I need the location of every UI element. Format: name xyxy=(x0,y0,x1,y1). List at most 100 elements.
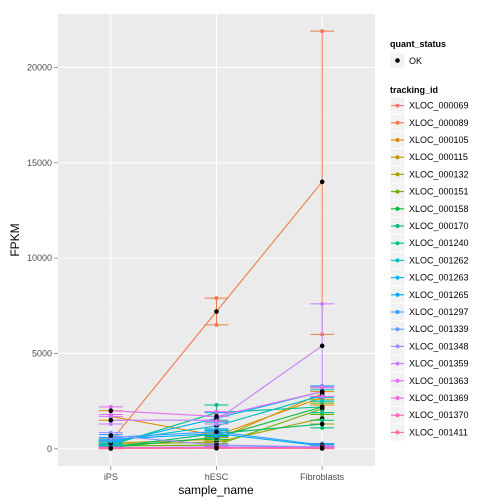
legend-label: XLOC_001297 xyxy=(409,307,469,317)
upper-estimate-point xyxy=(320,418,325,423)
legend-item-xloc_001411: XLOC_001411 xyxy=(389,423,468,442)
legend-key-point xyxy=(395,155,400,160)
legend-key-point xyxy=(395,189,400,194)
legend-item-xloc_001339: XLOC_001339 xyxy=(389,320,469,339)
legend-label: XLOC_001240 xyxy=(409,238,469,248)
legend: quant_status OK tracking_id XLOC_000069 XLOC… xyxy=(389,39,469,442)
x-tick-label: Fibroblasts xyxy=(300,472,345,482)
legend-title: quant_status xyxy=(390,39,446,49)
data-point xyxy=(108,408,114,413)
legend-item-xloc_001370: XLOC_001370 xyxy=(389,406,469,425)
legend-item-xloc_001265: XLOC_001265 xyxy=(389,285,469,304)
legend-label: OK xyxy=(409,56,422,66)
legend-key-point xyxy=(395,58,400,63)
series-xloc_001363 xyxy=(98,384,335,424)
legend-tracking-id: tracking_id XLOC_000069 XLOC_000089 XLOC_00… xyxy=(389,85,469,442)
legend-item-xloc_000069: XLOC_000069 xyxy=(389,96,469,115)
data-point xyxy=(319,404,325,410)
upper-estimate-point xyxy=(320,301,325,306)
data-point xyxy=(319,179,325,185)
legend-item-xloc_000132: XLOC_000132 xyxy=(389,165,469,184)
legend-item-xloc_001297: XLOC_001297 xyxy=(389,302,469,322)
lower-estimate-point xyxy=(108,412,113,417)
legend-label: XLOC_000158 xyxy=(409,204,469,214)
legend-title: tracking_id xyxy=(390,85,438,95)
data-point xyxy=(108,446,114,451)
y-tick-label: 15000 xyxy=(27,158,52,168)
legend-key-point xyxy=(395,430,400,435)
legend-key-point xyxy=(395,258,400,263)
legend-item-xloc_000151: XLOC_000151 xyxy=(389,182,469,201)
y-tick-label: 5000 xyxy=(32,348,52,358)
legend-label: XLOC_000105 xyxy=(409,135,469,145)
legend-item-xloc_001262: XLOC_001262 xyxy=(389,251,469,270)
upper-estimate-point xyxy=(320,384,325,389)
legend-item-xloc_000115: XLOC_000115 xyxy=(389,148,468,167)
legend-key-point xyxy=(395,206,400,211)
data-point xyxy=(214,445,219,451)
y-tick-label: 20000 xyxy=(27,62,52,72)
lower-estimate-point xyxy=(320,425,325,430)
legend-item-xloc_001348: XLOC_001348 xyxy=(389,337,469,356)
y-tick-label: 10000 xyxy=(27,253,52,263)
legend-label: XLOC_000069 xyxy=(409,101,469,111)
legend-label: XLOC_000089 xyxy=(409,118,469,128)
lower-estimate-point xyxy=(320,399,325,404)
legend-label: XLOC_001370 xyxy=(409,410,469,420)
lower-estimate-point xyxy=(320,410,325,415)
series-xloc_001411 xyxy=(98,445,335,451)
x-tick-label: iPS xyxy=(104,472,118,482)
legend-label: XLOC_001339 xyxy=(409,324,469,334)
lower-estimate-point xyxy=(320,394,325,399)
legend-key-point xyxy=(395,224,400,228)
upper-estimate-point xyxy=(214,296,219,301)
data-point xyxy=(108,433,114,438)
y-axis-title: FPKM xyxy=(8,223,22,256)
upper-estimate-point xyxy=(108,404,113,409)
legend-label: XLOC_001265 xyxy=(409,290,469,300)
legend-item-xloc_001363: XLOC_001363 xyxy=(389,371,469,390)
legend-item-xloc_000089: XLOC_000089 xyxy=(389,113,469,132)
legend-key-point xyxy=(395,310,400,314)
data-point xyxy=(319,446,325,451)
lower-estimate-point xyxy=(108,422,113,427)
legend-label: XLOC_000151 xyxy=(409,187,469,197)
legend-key-point xyxy=(395,413,400,418)
legend-key-point xyxy=(395,361,400,366)
x-axis-title: sample_name xyxy=(178,483,254,497)
x-tick-label: hESC xyxy=(205,472,229,482)
legend-key-point xyxy=(395,344,400,349)
upper-estimate-point xyxy=(214,402,219,407)
legend-key-point xyxy=(395,120,400,125)
lower-estimate-point xyxy=(214,322,219,327)
legend-label: XLOC_001348 xyxy=(409,341,469,351)
series-layer xyxy=(98,29,335,451)
data-point xyxy=(319,389,325,394)
y-tick-label: 0 xyxy=(47,444,52,454)
data-point xyxy=(214,414,219,419)
upper-estimate-point xyxy=(214,409,219,414)
legend-label: XLOC_000115 xyxy=(409,152,468,162)
legend-key-point xyxy=(395,138,400,142)
legend-key-point xyxy=(395,327,400,332)
legend-label: XLOC_000170 xyxy=(409,221,469,231)
legend-item-xloc_001359: XLOC_001359 xyxy=(389,354,469,373)
legend-item-xloc_001369: XLOC_001369 xyxy=(389,388,469,408)
lower-estimate-point xyxy=(214,419,219,424)
data-point xyxy=(108,417,114,423)
legend-label: XLOC_001359 xyxy=(409,359,469,369)
legend-item-xloc_001263: XLOC_001263 xyxy=(389,268,469,287)
legend-key-point xyxy=(395,241,400,246)
axis-ticks: 0 5000 10000 15000 20000 iPS hESC Fibroblasts xyxy=(27,62,345,482)
legend-key-point xyxy=(395,172,400,177)
legend-label: XLOC_001411 xyxy=(409,427,468,437)
data-point xyxy=(319,421,325,427)
legend-label: XLOC_000132 xyxy=(409,169,469,179)
legend-quant-status: quant_status OK xyxy=(389,39,446,69)
legend-key-point xyxy=(395,378,400,383)
data-point xyxy=(214,309,219,314)
legend-label: XLOC_001263 xyxy=(409,273,469,283)
legend-key-point xyxy=(395,103,400,108)
legend-key-point xyxy=(395,275,400,280)
